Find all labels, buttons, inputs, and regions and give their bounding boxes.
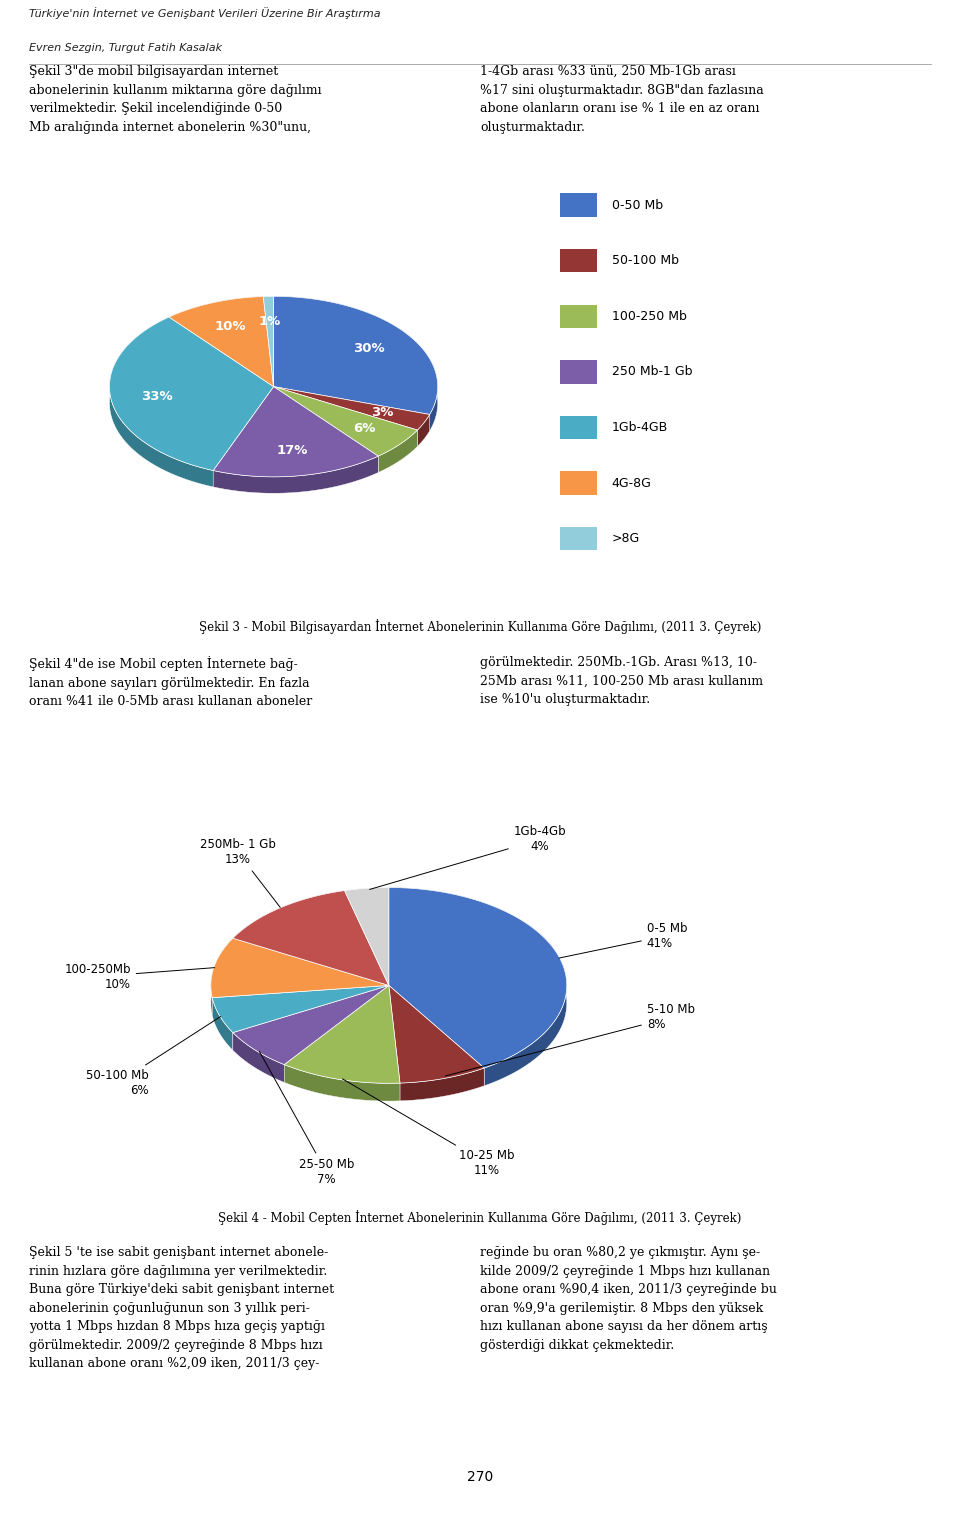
Text: 100-250Mb
10%: 100-250Mb 10%: [64, 963, 215, 990]
Text: 0-5 Mb
41%: 0-5 Mb 41%: [559, 922, 687, 958]
Text: 0-50 Mb: 0-50 Mb: [612, 199, 662, 212]
Polygon shape: [274, 387, 430, 431]
Text: 50-100 Mb: 50-100 Mb: [612, 255, 679, 267]
Text: 30%: 30%: [353, 343, 385, 355]
Polygon shape: [211, 938, 233, 1016]
Polygon shape: [263, 296, 274, 312]
Text: Şekil 4 - Mobil Cepten İnternet Abonelerinin Kullanıma Göre Dağılımı, (2011 3. Ç: Şekil 4 - Mobil Cepten İnternet Aboneler…: [218, 1210, 742, 1225]
Polygon shape: [389, 887, 566, 1069]
Bar: [561, 361, 597, 384]
Polygon shape: [400, 1069, 484, 1101]
Polygon shape: [211, 938, 389, 998]
Polygon shape: [284, 1064, 400, 1101]
Text: 1Gb-4GB: 1Gb-4GB: [612, 421, 668, 434]
Polygon shape: [169, 297, 274, 387]
Polygon shape: [345, 887, 389, 985]
Text: Şekil 5 'te ise sabit genişbant internet abonele-
rinin hızlara göre dağılımına : Şekil 5 'te ise sabit genişbant internet…: [29, 1246, 334, 1370]
Text: reğinde bu oran %80,2 ye çıkmıştır. Aynı şe-
kilde 2009/2 çeyreğinde 1 Mbps hızı: reğinde bu oran %80,2 ye çıkmıştır. Aynı…: [480, 1246, 777, 1352]
Polygon shape: [233, 890, 345, 957]
Text: 270: 270: [467, 1471, 493, 1484]
Text: 25-50 Mb
7%: 25-50 Mb 7%: [259, 1051, 354, 1186]
Text: 250 Mb-1 Gb: 250 Mb-1 Gb: [612, 365, 692, 379]
Polygon shape: [212, 985, 389, 1032]
Text: 10-25 Mb
11%: 10-25 Mb 11%: [343, 1079, 515, 1178]
Bar: [561, 415, 597, 440]
Text: 10%: 10%: [214, 320, 246, 332]
Bar: [561, 249, 597, 273]
Polygon shape: [274, 387, 418, 456]
Polygon shape: [109, 317, 213, 487]
Polygon shape: [389, 887, 566, 1085]
Text: Şekil 3"de mobil bilgisayardan internet
abonelerinin kullanım miktarına göre dağ: Şekil 3"de mobil bilgisayardan internet …: [29, 65, 322, 133]
Polygon shape: [418, 414, 430, 447]
Polygon shape: [233, 890, 389, 985]
Polygon shape: [389, 985, 484, 1082]
Text: 17%: 17%: [276, 444, 308, 458]
Polygon shape: [213, 456, 378, 493]
Bar: [561, 528, 597, 550]
Text: 33%: 33%: [141, 390, 173, 403]
Text: görülmektedir. 250Mb.-1Gb. Arası %13, 10-
25Mb arası %11, 100-250 Mb arası kulla: görülmektedir. 250Mb.-1Gb. Arası %13, 10…: [480, 656, 763, 706]
Polygon shape: [274, 296, 438, 414]
Polygon shape: [274, 296, 438, 431]
Bar: [561, 194, 597, 217]
Polygon shape: [378, 431, 418, 473]
Polygon shape: [233, 985, 389, 1064]
Text: 1-4Gb arası %33 ünü, 250 Mb-1Gb arası
%17 sini oluşturmaktadır. 8GB"dan fazlasın: 1-4Gb arası %33 ünü, 250 Mb-1Gb arası %1…: [480, 65, 764, 133]
Polygon shape: [284, 985, 400, 1084]
Polygon shape: [169, 297, 263, 334]
Polygon shape: [212, 998, 233, 1051]
Text: Türkiye'nin İnternet ve Genişbant Verileri Üzerine Bir Araştırma: Türkiye'nin İnternet ve Genişbant Verile…: [29, 8, 380, 20]
Text: 50-100 Mb
6%: 50-100 Mb 6%: [85, 1017, 221, 1098]
Text: Şekil 4"de ise Mobil cepten İnternete bağ-
lanan abone sayıları görülmektedir. E: Şekil 4"de ise Mobil cepten İnternete ba…: [29, 656, 312, 708]
Bar: [561, 305, 597, 327]
Text: 1%: 1%: [259, 315, 281, 327]
Bar: [561, 471, 597, 494]
Polygon shape: [263, 296, 274, 387]
Text: Evren Sezgin, Turgut Fatih Kasalak: Evren Sezgin, Turgut Fatih Kasalak: [29, 42, 222, 53]
Text: 3%: 3%: [371, 406, 394, 418]
Text: Şekil 3 - Mobil Bilgisayardan İnternet Abonelerinin Kullanıma Göre Dağılımı, (20: Şekil 3 - Mobil Bilgisayardan İnternet A…: [199, 619, 761, 634]
Text: 250Mb- 1 Gb
13%: 250Mb- 1 Gb 13%: [200, 838, 280, 908]
Polygon shape: [213, 387, 378, 478]
Polygon shape: [345, 887, 389, 908]
Text: 6%: 6%: [353, 421, 376, 435]
Polygon shape: [109, 317, 274, 470]
Text: 100-250 Mb: 100-250 Mb: [612, 309, 686, 323]
Text: >8G: >8G: [612, 532, 639, 546]
Text: 1Gb-4Gb
4%: 1Gb-4Gb 4%: [370, 826, 566, 890]
Text: 4G-8G: 4G-8G: [612, 476, 652, 490]
Polygon shape: [233, 1032, 284, 1082]
Text: 5-10 Mb
8%: 5-10 Mb 8%: [445, 1004, 695, 1076]
